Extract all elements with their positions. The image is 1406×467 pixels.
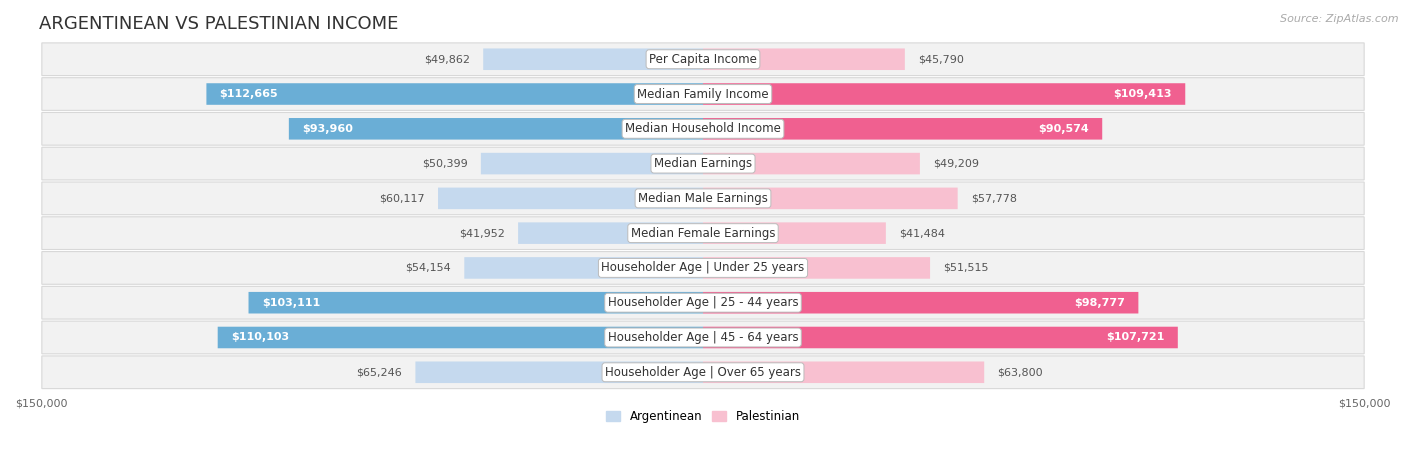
Text: $93,960: $93,960 xyxy=(302,124,353,134)
Text: Median Earnings: Median Earnings xyxy=(654,157,752,170)
FancyBboxPatch shape xyxy=(703,222,886,244)
Text: $112,665: $112,665 xyxy=(219,89,278,99)
Text: $45,790: $45,790 xyxy=(918,54,965,64)
Text: $63,800: $63,800 xyxy=(997,367,1043,377)
FancyBboxPatch shape xyxy=(288,118,703,140)
Text: $50,399: $50,399 xyxy=(422,159,468,169)
FancyBboxPatch shape xyxy=(42,113,1364,145)
Text: Per Capita Income: Per Capita Income xyxy=(650,53,756,66)
FancyBboxPatch shape xyxy=(703,118,1102,140)
Text: $109,413: $109,413 xyxy=(1114,89,1173,99)
Text: $90,574: $90,574 xyxy=(1038,124,1090,134)
Legend: Argentinean, Palestinian: Argentinean, Palestinian xyxy=(602,405,804,428)
Text: $65,246: $65,246 xyxy=(357,367,402,377)
Text: Median Male Earnings: Median Male Earnings xyxy=(638,192,768,205)
FancyBboxPatch shape xyxy=(481,153,703,174)
FancyBboxPatch shape xyxy=(42,321,1364,354)
FancyBboxPatch shape xyxy=(42,43,1364,76)
Text: $41,952: $41,952 xyxy=(458,228,505,238)
FancyBboxPatch shape xyxy=(42,147,1364,180)
FancyBboxPatch shape xyxy=(42,78,1364,110)
FancyBboxPatch shape xyxy=(207,83,703,105)
FancyBboxPatch shape xyxy=(42,252,1364,284)
FancyBboxPatch shape xyxy=(249,292,703,313)
Text: $49,862: $49,862 xyxy=(425,54,470,64)
Text: Median Household Income: Median Household Income xyxy=(626,122,780,135)
Text: Median Family Income: Median Family Income xyxy=(637,87,769,100)
FancyBboxPatch shape xyxy=(703,292,1139,313)
Text: Householder Age | Under 25 years: Householder Age | Under 25 years xyxy=(602,262,804,275)
FancyBboxPatch shape xyxy=(439,188,703,209)
FancyBboxPatch shape xyxy=(42,182,1364,215)
FancyBboxPatch shape xyxy=(703,327,1178,348)
FancyBboxPatch shape xyxy=(703,188,957,209)
Text: Householder Age | Over 65 years: Householder Age | Over 65 years xyxy=(605,366,801,379)
Text: Source: ZipAtlas.com: Source: ZipAtlas.com xyxy=(1281,14,1399,24)
FancyBboxPatch shape xyxy=(464,257,703,279)
Text: $103,111: $103,111 xyxy=(262,297,321,308)
FancyBboxPatch shape xyxy=(703,49,905,70)
Text: $49,209: $49,209 xyxy=(934,159,979,169)
Text: $57,778: $57,778 xyxy=(972,193,1017,203)
FancyBboxPatch shape xyxy=(703,361,984,383)
Text: ARGENTINEAN VS PALESTINIAN INCOME: ARGENTINEAN VS PALESTINIAN INCOME xyxy=(38,15,398,33)
Text: Householder Age | 25 - 44 years: Householder Age | 25 - 44 years xyxy=(607,296,799,309)
FancyBboxPatch shape xyxy=(703,83,1185,105)
Text: $107,721: $107,721 xyxy=(1107,333,1164,342)
FancyBboxPatch shape xyxy=(415,361,703,383)
Text: $51,515: $51,515 xyxy=(943,263,988,273)
Text: $98,777: $98,777 xyxy=(1074,297,1125,308)
FancyBboxPatch shape xyxy=(42,217,1364,249)
Text: $41,484: $41,484 xyxy=(898,228,945,238)
FancyBboxPatch shape xyxy=(218,327,703,348)
Text: Householder Age | 45 - 64 years: Householder Age | 45 - 64 years xyxy=(607,331,799,344)
FancyBboxPatch shape xyxy=(484,49,703,70)
FancyBboxPatch shape xyxy=(703,153,920,174)
FancyBboxPatch shape xyxy=(703,257,929,279)
Text: $60,117: $60,117 xyxy=(380,193,425,203)
FancyBboxPatch shape xyxy=(42,286,1364,319)
Text: $110,103: $110,103 xyxy=(231,333,290,342)
FancyBboxPatch shape xyxy=(42,356,1364,389)
Text: $54,154: $54,154 xyxy=(405,263,451,273)
FancyBboxPatch shape xyxy=(517,222,703,244)
Text: Median Female Earnings: Median Female Earnings xyxy=(631,226,775,240)
